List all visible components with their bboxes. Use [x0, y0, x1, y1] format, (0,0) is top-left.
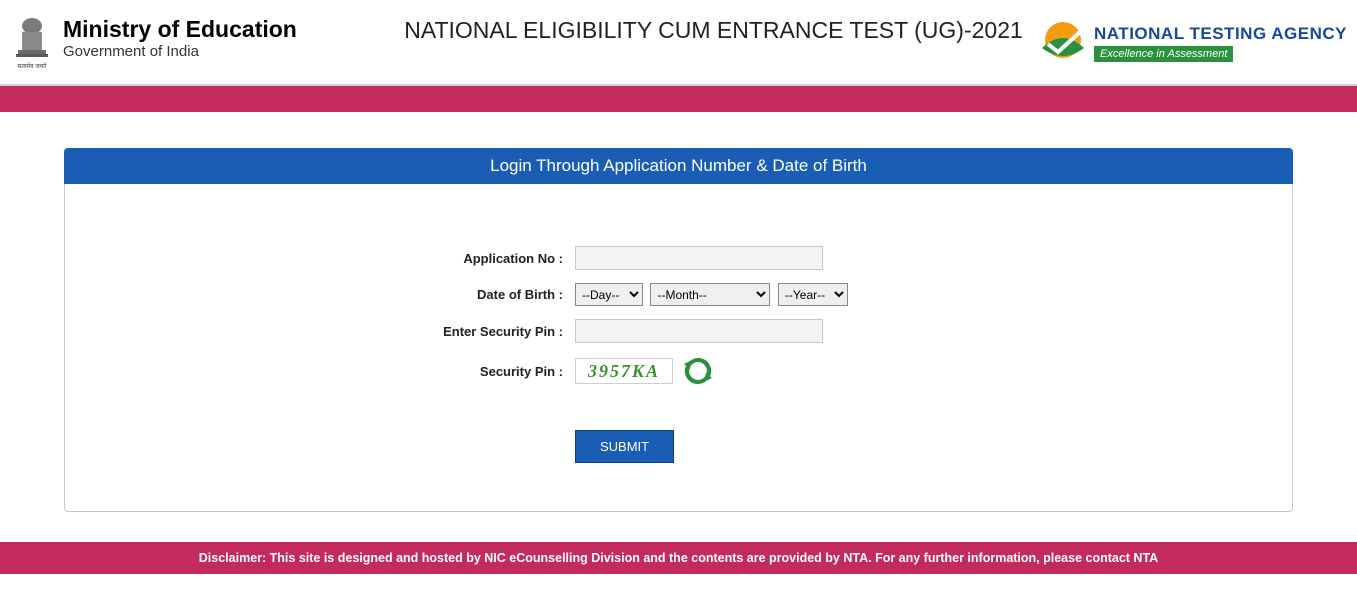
label-application-no: Application No : — [85, 251, 575, 266]
ministry-subtitle: Government of India — [63, 43, 297, 60]
nta-title: NATIONAL TESTING AGENCY — [1094, 24, 1347, 44]
nta-logo-icon — [1038, 18, 1088, 68]
row-application-no: Application No : — [85, 246, 1272, 270]
label-enter-pin: Enter Security Pin : — [85, 324, 575, 339]
nta-subtitle: Excellence in Assessment — [1094, 46, 1233, 62]
row-enter-pin: Enter Security Pin : — [85, 319, 1272, 343]
label-security-pin: Security Pin : — [85, 364, 575, 379]
dob-year-select[interactable]: --Year-- — [778, 283, 848, 306]
submit-button[interactable]: SUBMIT — [575, 430, 674, 463]
page-title: NATIONAL ELIGIBILITY CUM ENTRANCE TEST (… — [390, 16, 1037, 46]
spacer — [0, 112, 1357, 148]
header-right: NATIONAL TESTING AGENCY Excellence in As… — [1037, 12, 1347, 68]
ministry-title: Ministry of Education — [63, 16, 297, 43]
security-pin-input[interactable] — [575, 319, 823, 343]
application-no-input[interactable] — [575, 246, 823, 270]
row-dob: Date of Birth : --Day-- --Month-- --Year… — [85, 283, 1272, 306]
dob-day-select[interactable]: --Day-- — [575, 283, 643, 306]
emblem-icon: सत्यमेव जयते — [10, 12, 55, 72]
panel-header: Login Through Application Number & Date … — [64, 148, 1293, 184]
label-dob: Date of Birth : — [85, 287, 575, 302]
footer-disclaimer: Disclaimer: This site is designed and ho… — [0, 542, 1357, 574]
submit-row: SUBMIT — [85, 430, 1272, 463]
panel-body: Application No : Date of Birth : --Day--… — [64, 184, 1293, 512]
content: Login Through Application Number & Date … — [0, 148, 1357, 512]
nta-text: NATIONAL TESTING AGENCY Excellence in As… — [1094, 24, 1347, 62]
ministry-block: Ministry of Education Government of Indi… — [63, 12, 297, 60]
header-left: सत्यमेव जयते Ministry of Education Gover… — [10, 12, 390, 72]
svg-text:सत्यमेव जयते: सत्यमेव जयते — [17, 62, 47, 70]
pink-band — [0, 86, 1357, 112]
header: सत्यमेव जयते Ministry of Education Gover… — [0, 0, 1357, 78]
captcha-display: 3957KA — [575, 358, 673, 384]
refresh-icon[interactable] — [683, 356, 713, 386]
header-center: NATIONAL ELIGIBILITY CUM ENTRANCE TEST (… — [390, 12, 1037, 46]
dob-month-select[interactable]: --Month-- — [650, 283, 770, 306]
row-security-pin: Security Pin : 3957KA — [85, 356, 1272, 386]
